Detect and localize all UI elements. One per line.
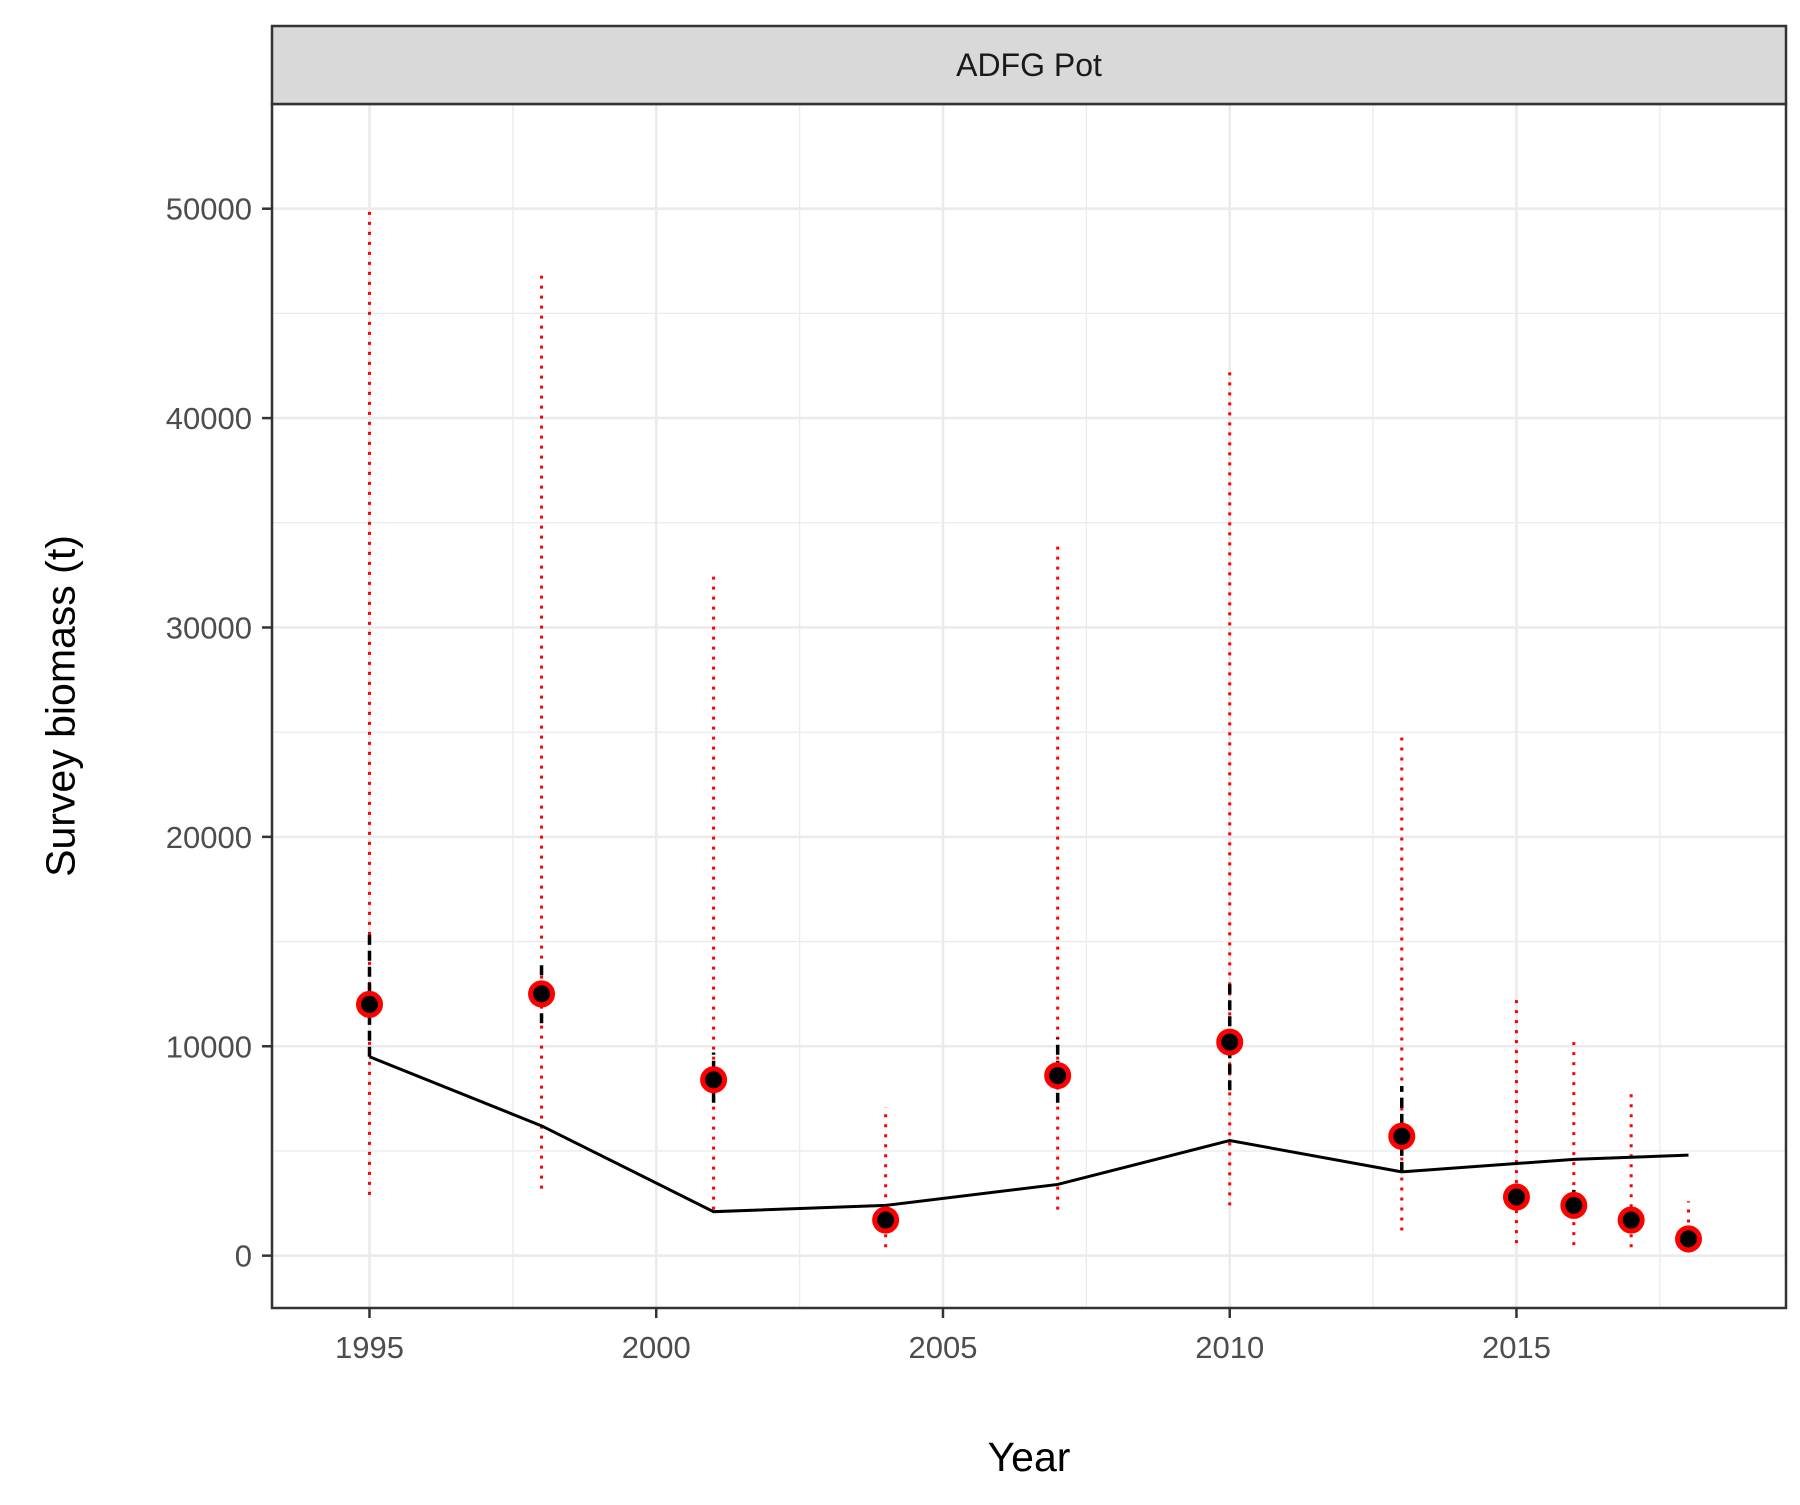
- grid-layer: [272, 103, 1786, 1308]
- observed-point: [355, 990, 383, 1018]
- panel-background: [272, 104, 1786, 1308]
- x-tick-label: 2010: [1195, 1330, 1264, 1365]
- y-tick-label: 30000: [166, 610, 252, 645]
- observed-point: [528, 980, 556, 1008]
- facet-strip-background: [270, 24, 1788, 106]
- observed-point: [1617, 1206, 1645, 1234]
- x-tick-label: 2015: [1482, 1330, 1551, 1365]
- observed-point: [700, 1066, 728, 1094]
- observed-point: [1675, 1225, 1703, 1253]
- y-tick-label: 50000: [166, 192, 252, 227]
- fit-line-layer: [368, 1055, 1689, 1214]
- y-axis: 0 10000 20000 30000 40000 50000: [166, 192, 272, 1274]
- observed-point: [1388, 1122, 1416, 1150]
- observed-point: [1216, 1028, 1244, 1056]
- x-axis-title: Year: [988, 1434, 1071, 1480]
- x-axis: 1995 2000 2005 2010 2015: [335, 1308, 1551, 1365]
- y-axis-title: Survey biomass (t): [37, 535, 83, 877]
- point-layer: [355, 980, 1703, 1253]
- x-tick-label: 2000: [622, 1330, 691, 1365]
- x-tick-label: 2005: [908, 1330, 977, 1365]
- facet-strip: ADFG Pot: [270, 24, 1788, 106]
- observed-point: [872, 1206, 900, 1234]
- y-tick-label: 10000: [166, 1029, 252, 1064]
- observed-point: [1502, 1183, 1530, 1211]
- observed-point: [1560, 1191, 1588, 1219]
- y-tick-label: 20000: [166, 820, 252, 855]
- y-tick-label: 0: [235, 1239, 252, 1274]
- facet-strip-label: ADFG Pot: [956, 47, 1102, 83]
- observed-point: [1044, 1062, 1072, 1090]
- x-tick-label: 1995: [335, 1330, 404, 1365]
- y-tick-label: 40000: [166, 401, 252, 436]
- predicted-line: [368, 1055, 1689, 1214]
